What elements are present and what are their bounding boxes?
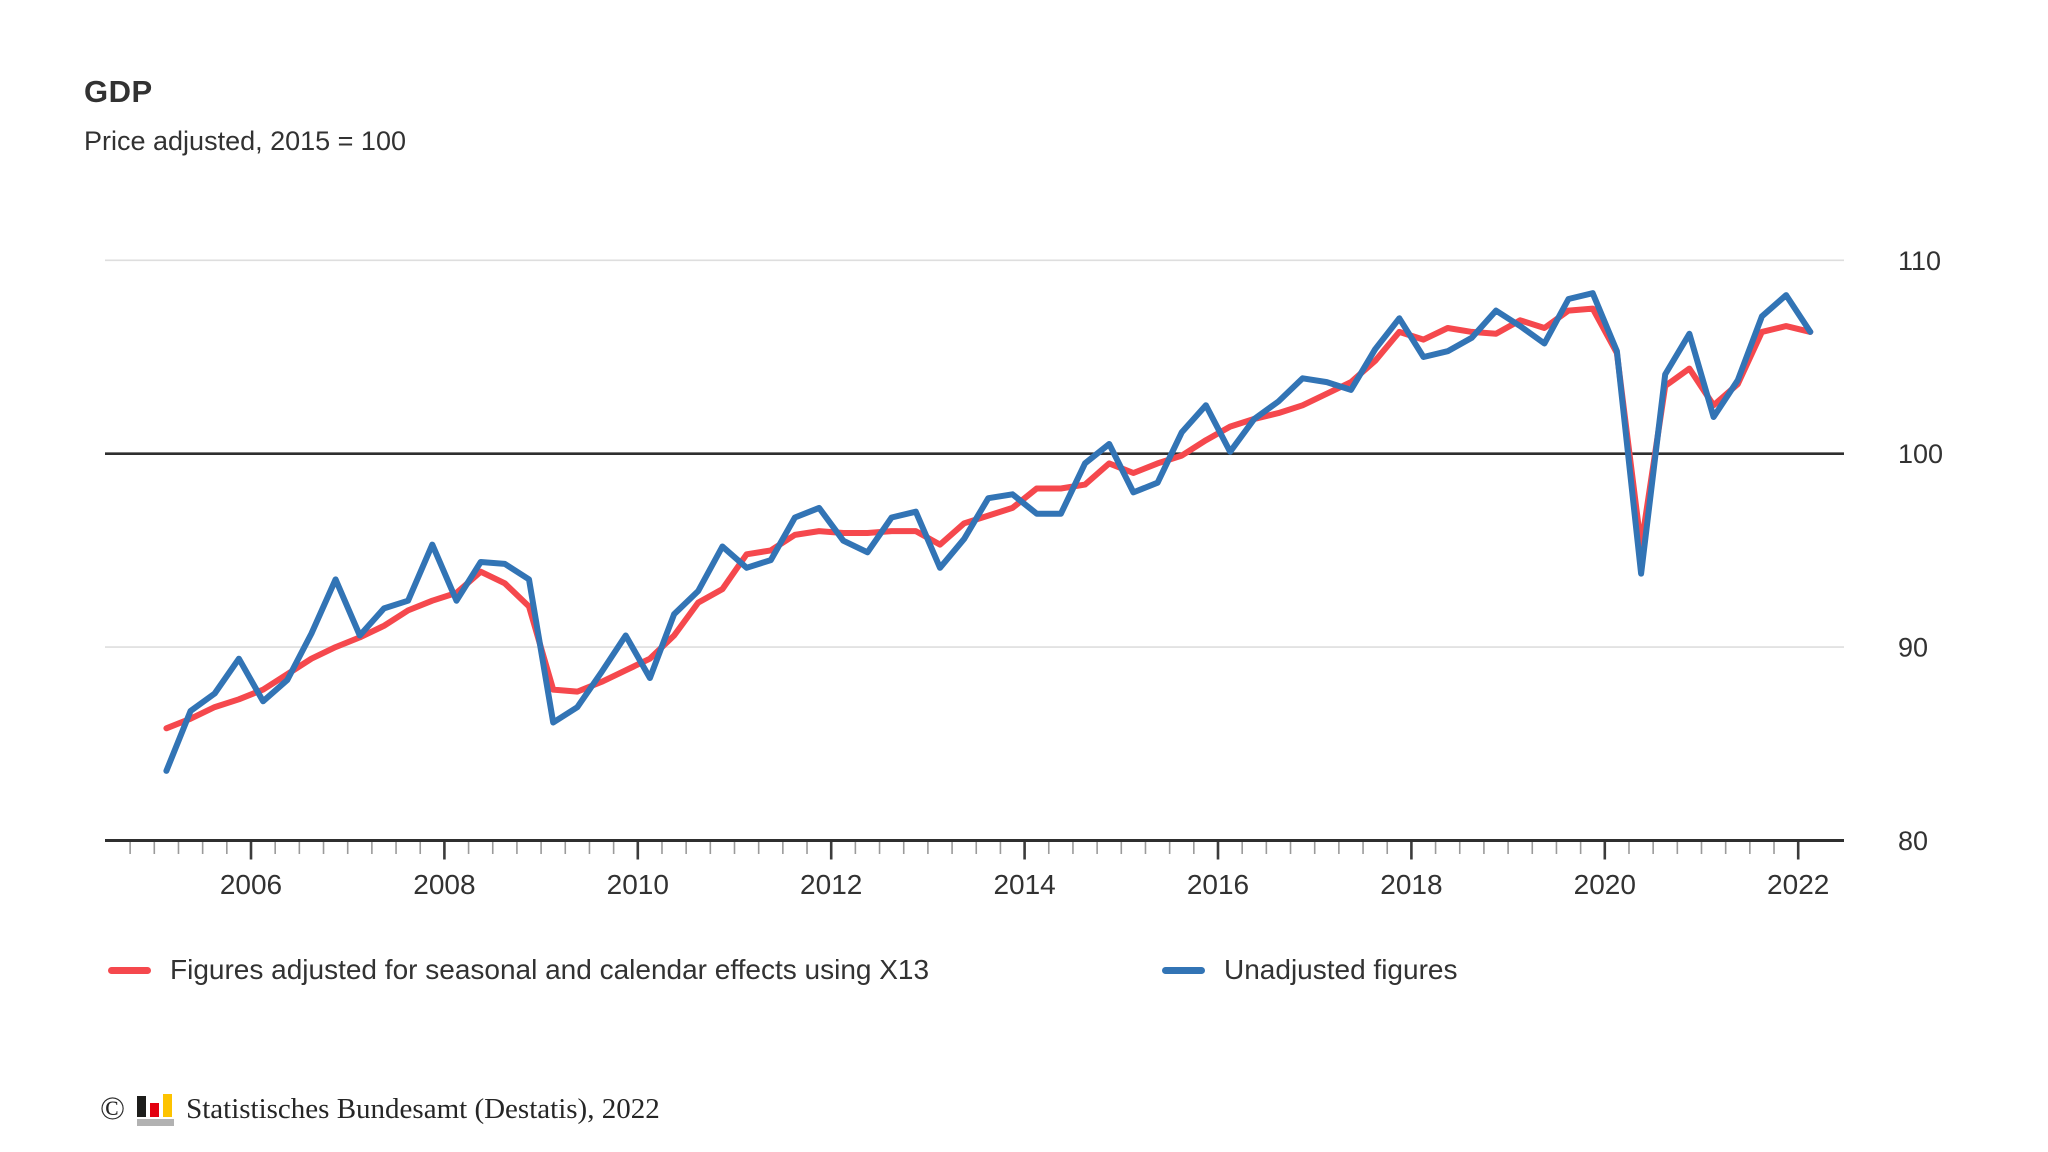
- destatis-logo-icon: [137, 1092, 175, 1126]
- adjusted-series-line: [163, 305, 1814, 732]
- legend-item-unadjusted: Unadjusted figures: [1162, 952, 1457, 988]
- y-axis-label-110: 110: [1898, 246, 1941, 276]
- x-axis-label-2010: 2010: [607, 869, 669, 900]
- unadjusted-series-line: [163, 290, 1814, 774]
- logo-base: [137, 1119, 175, 1126]
- legend-label-adjusted: Figures adjusted for seasonal and calend…: [170, 954, 930, 985]
- chart-subtitle: Price adjusted, 2015 = 100: [84, 126, 406, 156]
- x-axis-label-2020: 2020: [1574, 869, 1636, 900]
- y-axis-label-90: 90: [1898, 633, 1928, 663]
- x-axis-label-2012: 2012: [800, 869, 862, 900]
- legend-item-adjusted: Figures adjusted for seasonal and calend…: [108, 952, 929, 988]
- logo-bar-red: [150, 1103, 160, 1117]
- y-axis-label-100: 100: [1898, 439, 1943, 469]
- x-axis-label-2014: 2014: [993, 869, 1055, 900]
- x-axis-label-2008: 2008: [413, 869, 475, 900]
- x-axis-label-2006: 2006: [220, 869, 282, 900]
- legend-label-unadjusted: Unadjusted figures: [1224, 954, 1458, 985]
- chart-title: GDP: [84, 74, 153, 109]
- source-text: Statistisches Bundesamt (Destatis), 2022: [186, 1092, 660, 1125]
- source-attribution: © Statistisches Bundesamt (Destatis), 20…: [100, 1092, 660, 1126]
- y-axis-label-80: 80: [1898, 826, 1928, 856]
- x-axis-label-2022: 2022: [1767, 869, 1829, 900]
- copyright-symbol: ©: [100, 1090, 126, 1127]
- chart-legend: Figures adjusted for seasonal and calend…: [0, 952, 2048, 988]
- x-axis-label-2018: 2018: [1380, 869, 1442, 900]
- logo-bar-black: [137, 1096, 147, 1117]
- x-axis-label-2016: 2016: [1187, 869, 1249, 900]
- adjusted-series-swatch-icon: [108, 966, 151, 974]
- logo-bar-yellow: [163, 1094, 173, 1117]
- unadjusted-series-swatch-icon: [1162, 966, 1205, 974]
